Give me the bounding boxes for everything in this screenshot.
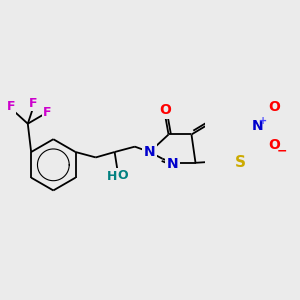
Text: N: N <box>252 119 263 133</box>
Text: O: O <box>117 169 128 182</box>
Text: F: F <box>29 97 38 110</box>
Text: F: F <box>43 106 52 119</box>
Text: O: O <box>268 138 280 152</box>
Text: H: H <box>107 170 117 184</box>
Text: N: N <box>144 145 155 159</box>
Text: F: F <box>7 100 15 113</box>
Text: +: + <box>259 116 267 126</box>
Text: O: O <box>159 103 171 117</box>
Text: −: − <box>277 145 287 158</box>
Text: N: N <box>167 157 178 171</box>
Text: N: N <box>144 145 155 159</box>
Text: S: S <box>235 154 246 169</box>
Text: O: O <box>268 100 280 114</box>
